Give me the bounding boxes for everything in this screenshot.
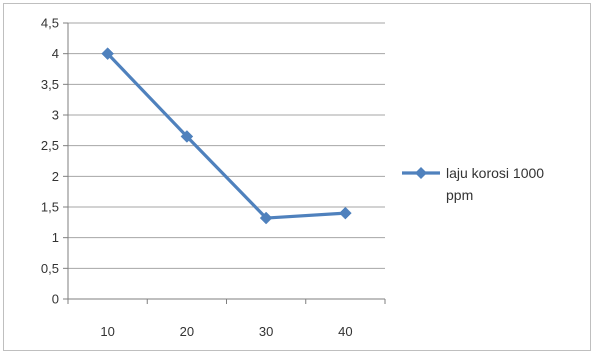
x-tick-label: 40 [338, 324, 352, 339]
x-tick-label: 30 [259, 324, 273, 339]
y-tick-label: 1,5 [41, 200, 59, 215]
data-point-marker [339, 206, 352, 220]
legend: laju korosi 1000 ppm [402, 165, 544, 203]
y-tick-label: 3 [52, 108, 59, 123]
data-point-marker [259, 211, 273, 225]
y-tick-label: 0 [52, 292, 59, 307]
y-tick-label: 3,5 [41, 77, 59, 92]
y-tick-label: 4,5 [41, 16, 59, 31]
y-tick-label: 0,5 [41, 261, 59, 276]
legend-label-line-1: laju korosi 1000 [446, 165, 544, 181]
data-point-marker [180, 130, 194, 143]
y-tick-label: 2,5 [41, 138, 59, 153]
y-tick-label: 1 [52, 230, 59, 245]
x-tick-labels: 10 20 30 40 [100, 324, 352, 339]
series-line [106, 52, 347, 220]
y-tick-labels: 0 0,5 1 1,5 2 2,5 3 3,5 4 4,5 [41, 16, 59, 307]
legend-marker-diamond [415, 167, 427, 179]
series-lines [101, 47, 352, 225]
axes [63, 22, 386, 304]
x-tick-label: 10 [100, 324, 114, 339]
x-tick-label: 20 [180, 324, 194, 339]
data-point-marker [101, 47, 114, 61]
chart-frame [3, 3, 591, 351]
y-tick-label: 4 [52, 46, 59, 61]
grid-lines [68, 22, 385, 269]
y-tick-label: 2 [52, 169, 59, 184]
legend-label-line-2: ppm [446, 187, 473, 203]
